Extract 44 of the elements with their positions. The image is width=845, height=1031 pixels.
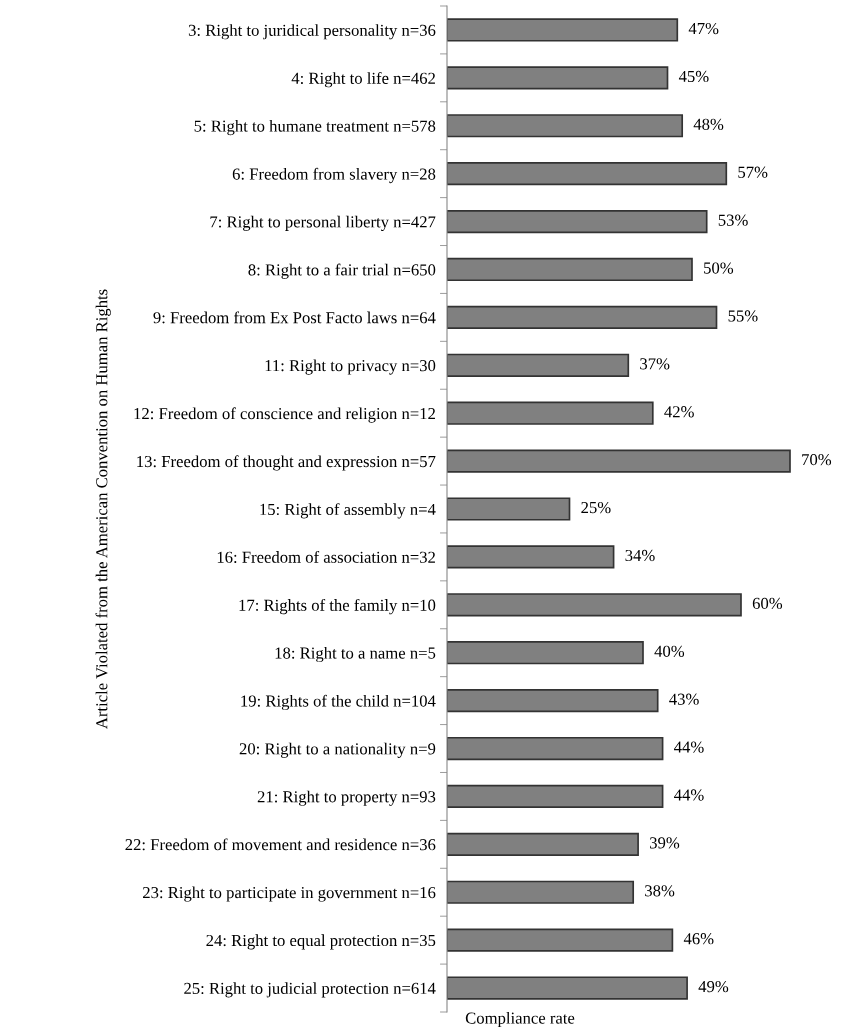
data-label: 39% <box>650 837 680 849</box>
data-label: 49% <box>698 980 729 993</box>
y-tick-label: 21: Right to property n=93 <box>257 790 436 806</box>
data-label: 37% <box>640 358 670 370</box>
data-label: 44% <box>674 789 704 801</box>
data-label: 55% <box>728 310 758 322</box>
data-label: 45% <box>678 70 709 83</box>
y-tick-label: 4: Right to life n=462 <box>291 71 435 88</box>
y-tick-label: 9: Freedom from Ex Post Facto laws n=64 <box>153 311 436 324</box>
y-tick-label: 8: Right to a fair trial n=650 <box>248 263 436 279</box>
y-tick-label: 17: Rights of the family n=10 <box>239 598 436 615</box>
y-tick-label: 3: Right to juridical personality n=36 <box>188 24 436 40</box>
y-tick-label: 5: Right to humane treatment n=578 <box>194 119 436 136</box>
y-tick-label: 25: Right to judicial protection n=614 <box>184 982 436 998</box>
data-label: 44% <box>674 741 704 753</box>
data-label: 50% <box>704 262 734 274</box>
data-label: 57% <box>738 166 768 178</box>
y-tick-label: 18: Right to a name n=5 <box>275 646 436 663</box>
data-label: 47% <box>688 22 719 35</box>
data-label: 40% <box>654 645 685 657</box>
data-label: 53% <box>718 214 748 226</box>
data-label: 60% <box>752 597 783 610</box>
y-tick-label: 7: Right to personal liberty n=427 <box>210 215 436 231</box>
y-tick-label: 11: Right to privacy n=30 <box>265 359 436 375</box>
y-tick-label: 13: Freedom of thought and expression n=57 <box>137 455 436 471</box>
data-label: 25% <box>581 501 611 514</box>
y-tick-label: 24: Right to equal protection n=35 <box>206 934 436 950</box>
data-label: 34% <box>625 549 655 562</box>
data-label: 70% <box>802 454 832 466</box>
data-label: 48% <box>693 118 724 130</box>
y-tick-label: 16: Freedom of association n=32 <box>217 550 435 563</box>
y-tick-label: 12: Freedom of conscience and religion n=12 <box>134 407 435 423</box>
y-tick-label: 19: Rights of the child n=104 <box>241 694 436 711</box>
y-tick-label: 20: Right to a nationality n=9 <box>239 742 436 758</box>
y-tick-label: 23: Right to participate in government n=16 <box>143 886 436 902</box>
y-tick-label: 15: Right of assembly n=4 <box>260 503 436 519</box>
y-axis-title: Article Violated from the American Convention on Human Rights <box>95 289 111 729</box>
data-label: 46% <box>683 933 714 945</box>
y-tick-label: 22: Freedom of movement and residence n=36 <box>125 838 436 851</box>
data-label: 43% <box>669 693 699 705</box>
y-tick-label: 6: Freedom from slavery n=28 <box>232 167 436 184</box>
data-label: 42% <box>664 406 694 418</box>
x-axis-title: Compliance rate <box>465 1012 575 1028</box>
data-label: 38% <box>645 885 675 897</box>
